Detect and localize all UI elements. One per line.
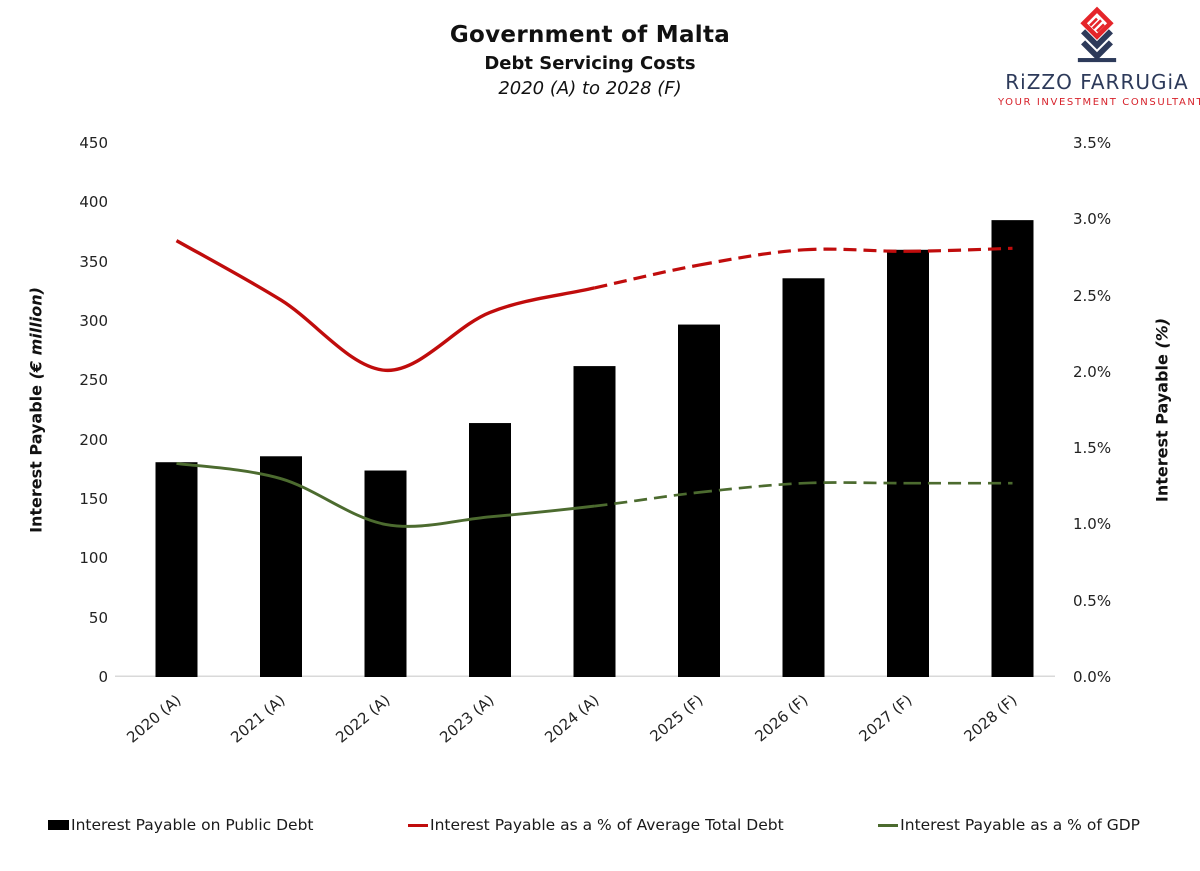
logo-chevron-2 bbox=[1081, 40, 1113, 61]
chart-canvas bbox=[115, 220, 1055, 677]
Interest Payable as a % of GDP (actual) bbox=[176, 461, 595, 528]
chart-subtitle: Debt Servicing Costs bbox=[484, 53, 696, 74]
left-axis-tick-200: 200 bbox=[79, 430, 108, 449]
x-axis-label-2027 (F): 2027 (F) bbox=[855, 691, 916, 746]
legend: Interest Payable on Public Debt Interest… bbox=[48, 816, 1140, 834]
right-axis-title-text: Interest Payable bbox=[1152, 354, 1172, 503]
x-axis-label-2025 (F): 2025 (F) bbox=[646, 691, 707, 746]
right-axis-title-unit: (%) bbox=[1152, 317, 1172, 349]
logo-chevron-1 bbox=[1081, 29, 1113, 50]
left-axis-tick-250: 250 bbox=[79, 371, 108, 390]
legend-item-pct-gdp: Interest Payable as a % of GDP bbox=[878, 816, 1140, 834]
logo-diamond-stripe bbox=[1096, 23, 1105, 33]
left-axis-tick-150: 150 bbox=[79, 490, 108, 508]
red-line-swatch bbox=[408, 823, 429, 827]
Interest Payable as a % of GDP (forecast) bbox=[594, 481, 1013, 508]
bar-2023 (A) bbox=[469, 423, 511, 677]
chart-title: Government of Malta bbox=[449, 22, 731, 48]
left-axis-tick-0: 0 bbox=[98, 668, 108, 686]
right-axis-tick-3.5%: 3.5% bbox=[1073, 134, 1112, 152]
right-axis-tick-3.0%: 3.0% bbox=[1073, 210, 1112, 229]
legend-label: Interest Payable on Public Debt bbox=[71, 816, 314, 834]
bar-2022 (A) bbox=[364, 470, 407, 677]
plot-area bbox=[115, 143, 1055, 677]
logo-diamond-stripe bbox=[1092, 19, 1102, 30]
x-axis-label-2020 (A): 2020 (A) bbox=[122, 691, 185, 747]
x-axis-label-2028 (F): 2028 (F) bbox=[960, 691, 1021, 746]
bar-2020 (A) bbox=[155, 462, 198, 677]
right-axis-tick-0.5%: 0.5% bbox=[1073, 591, 1112, 610]
bar-2021 (A) bbox=[260, 456, 302, 677]
green-line-swatch bbox=[878, 823, 899, 827]
right-axis-title: Interest Payable (%) bbox=[1153, 318, 1172, 502]
x-axis-label-2022 (A): 2022 (A) bbox=[331, 691, 394, 747]
bar-2025 (F) bbox=[678, 324, 720, 677]
right-axis-tick-0.0%: 0.0% bbox=[1073, 668, 1112, 686]
Interest Payable as a % of Average Total Debt (actual) bbox=[175, 239, 595, 373]
left-axis-tick-350: 350 bbox=[79, 252, 108, 271]
left-axis-tick-400: 400 bbox=[79, 193, 108, 212]
bar-2026 (F) bbox=[782, 278, 825, 677]
x-axis-label-2021 (A): 2021 (A) bbox=[227, 691, 289, 747]
x-axis-label-2023 (A): 2023 (A) bbox=[436, 691, 498, 747]
legend-label: Interest Payable as a % of Average Total… bbox=[430, 816, 784, 834]
chart-title-block: Government of Malta Debt Servicing Costs… bbox=[290, 22, 890, 99]
left-axis-tick-300: 300 bbox=[79, 312, 108, 330]
rizzo-farrugia-logo: RiZZO FARRUGiA YOUR INVESTMENT CONSULTAN… bbox=[998, 6, 1200, 108]
x-axis-label-2026 (F): 2026 (F) bbox=[751, 691, 812, 746]
bar-2028 (F) bbox=[991, 220, 1034, 677]
right-axis-tick-2.5%: 2.5% bbox=[1073, 286, 1112, 305]
logo-name: RiZZO FARRUGiA bbox=[1005, 70, 1189, 94]
left-axis-tick-100: 100 bbox=[79, 549, 108, 568]
legend-item-pct-avg-total-debt: Interest Payable as a % of Average Total… bbox=[408, 816, 784, 834]
bar-2027 (F) bbox=[887, 249, 929, 677]
logo-base-bar bbox=[1077, 58, 1117, 63]
right-axis-tick-1.0%: 1.0% bbox=[1073, 515, 1112, 534]
right-axis-tick-2.0%: 2.0% bbox=[1073, 362, 1112, 381]
black-bar-swatch bbox=[48, 820, 69, 830]
bar-2024 (A) bbox=[573, 366, 616, 677]
left-axis-tick-450: 450 bbox=[79, 134, 108, 152]
left-axis-title-unit: (€ million) bbox=[26, 287, 46, 380]
legend-item-interest-payable: Interest Payable on Public Debt bbox=[48, 816, 314, 834]
legend-label: Interest Payable as a % of GDP bbox=[900, 816, 1140, 834]
logo-diamond-stripe bbox=[1089, 17, 1098, 27]
logo-tagline: YOUR INVESTMENT CONSULTANTS bbox=[998, 97, 1200, 108]
right-axis-tick-1.5%: 1.5% bbox=[1073, 439, 1112, 458]
left-axis-tick-50: 50 bbox=[88, 608, 108, 627]
rizzo-farrugia-logo-icon bbox=[1077, 6, 1117, 63]
chart-period: 2020 (A) to 2028 (F) bbox=[498, 78, 682, 99]
left-axis-title: Interest Payable (€ million) bbox=[27, 287, 46, 533]
x-axis-label-2024 (A): 2024 (A) bbox=[540, 691, 603, 747]
left-axis-title-text: Interest Payable bbox=[26, 384, 46, 533]
